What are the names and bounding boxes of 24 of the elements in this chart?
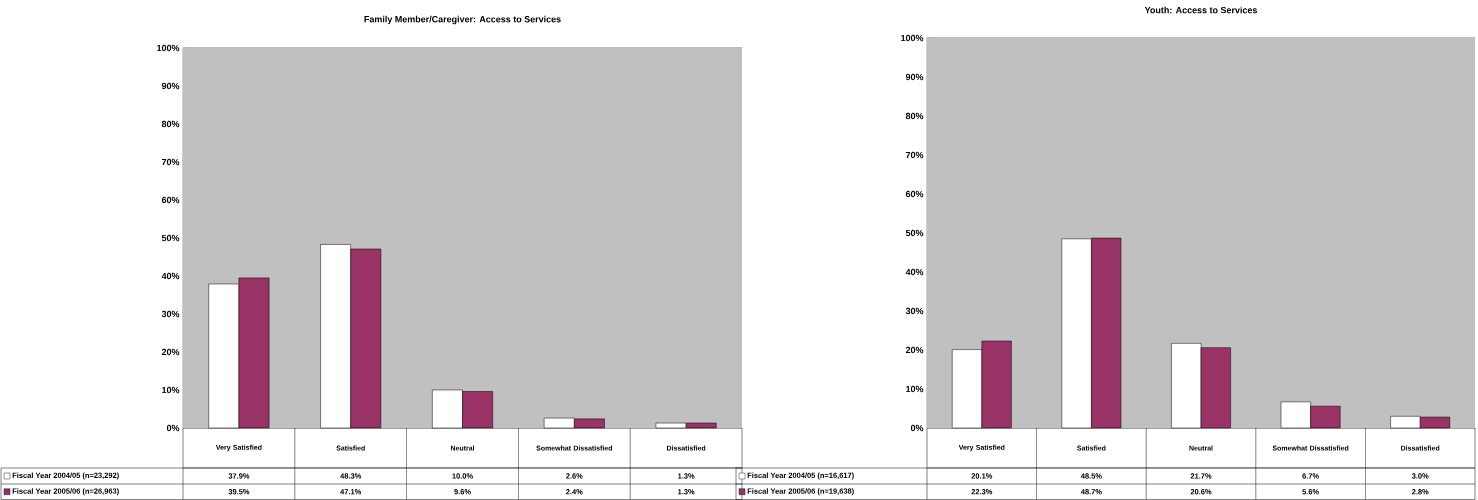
y-tick-label: 40% <box>161 272 180 280</box>
y-tick-label: 20% <box>905 346 924 354</box>
y-tick-label: 50% <box>161 234 180 242</box>
y-tick-label: 100% <box>901 34 924 42</box>
chart-title: Family Member/Caregiver: Access to Services <box>364 15 561 25</box>
y-tick-label: 60% <box>161 196 180 204</box>
y-tick-label: 80% <box>161 120 180 128</box>
y-tick-label: 70% <box>161 158 180 166</box>
y-tick-label: 10% <box>906 385 924 393</box>
y-tick-label: 10% <box>162 386 180 394</box>
y-tick-label: 90% <box>161 82 180 90</box>
y-tick-label: 80% <box>905 112 924 120</box>
y-tick-label: 20% <box>161 348 180 356</box>
y-tick-label: 70% <box>905 151 924 159</box>
y-tick-label: 0% <box>910 424 924 432</box>
y-tick-label: 60% <box>905 190 924 198</box>
y-tick-label: 0% <box>166 424 180 432</box>
y-tick-label: 30% <box>161 310 180 318</box>
y-tick-label: 30% <box>905 307 924 315</box>
y-tick-label: 40% <box>905 268 924 276</box>
chart-title: Youth: Access to Services <box>1144 6 1258 14</box>
y-tick-label: 100% <box>157 44 180 52</box>
y-tick-label: 50% <box>905 229 924 237</box>
y-tick-label: 90% <box>905 73 924 81</box>
